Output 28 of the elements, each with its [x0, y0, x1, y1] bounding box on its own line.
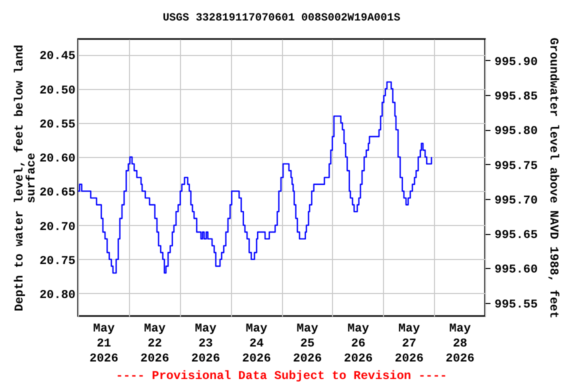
- y-axis-title: Depth to water level, feet below land surface: [12, 44, 38, 312]
- y-tick-label: 20.60: [39, 152, 76, 166]
- y-tick-label: 20.55: [39, 117, 76, 132]
- chart-title: USGS 332819117070601 008S002W19A001S: [162, 12, 401, 24]
- x-tick-label: May 21 2026: [90, 322, 118, 366]
- y2-tick-label: 995.80: [494, 124, 538, 138]
- y2-tick-label: 995.60: [494, 262, 538, 277]
- y2-tick-label: 995.65: [494, 228, 538, 242]
- y-tick-label: 20.65: [39, 186, 76, 200]
- x-tick-label: May 25 2026: [293, 322, 322, 366]
- y2-tick-label: 995.55: [494, 297, 538, 312]
- y2-axis-title: Groundwater level above NAVD 1988, feet: [546, 38, 561, 318]
- x-tick-label: May 28 2026: [446, 322, 474, 366]
- y2-tick-label: 995.85: [494, 90, 538, 104]
- x-tick-label: May 23 2026: [191, 322, 220, 366]
- y-tick-label: 20.75: [39, 254, 76, 268]
- y-tick-label: 20.50: [39, 83, 76, 98]
- text: ---- Provisional Data Subject to Revision ----: [116, 369, 448, 383]
- y-tick-label: 20.45: [39, 49, 76, 64]
- x-tick-label: May 27 2026: [394, 322, 424, 366]
- x-tick-label: May 26 2026: [344, 322, 373, 366]
- y-tick-label: 20.70: [39, 220, 76, 234]
- x-tick-label: May 22 2026: [140, 322, 170, 366]
- y2-tick-label: 995.90: [494, 54, 538, 69]
- y-tick-label: 20.80: [39, 288, 76, 302]
- y2-tick-label: 995.75: [494, 158, 538, 173]
- x-tick-label: May 24 2026: [242, 322, 271, 366]
- y2-tick-label: 995.70: [494, 193, 538, 208]
